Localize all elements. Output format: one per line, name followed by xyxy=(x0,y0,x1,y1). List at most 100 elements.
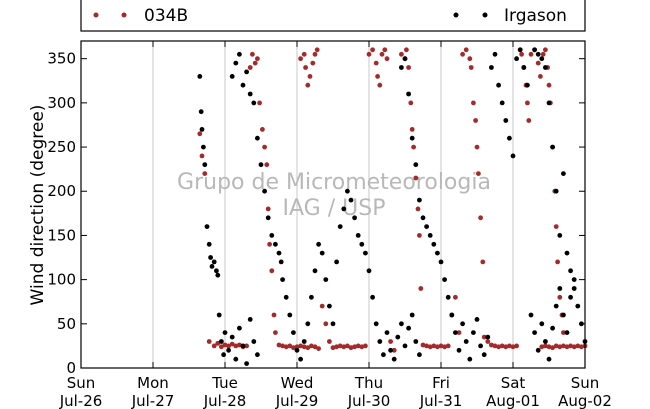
data-point xyxy=(539,56,545,62)
data-point xyxy=(222,342,228,348)
data-point xyxy=(453,294,458,300)
data-point xyxy=(480,259,486,265)
data-point xyxy=(415,206,421,212)
data-point xyxy=(247,91,253,97)
data-point xyxy=(413,175,419,181)
data-point xyxy=(492,51,498,57)
data-point xyxy=(250,51,255,57)
plot-frame xyxy=(80,40,586,369)
data-point xyxy=(352,215,357,221)
data-point xyxy=(211,343,217,349)
data-point xyxy=(489,342,494,348)
data-point xyxy=(468,65,474,70)
legend: 034B Irgason xyxy=(80,0,586,32)
data-point xyxy=(310,60,316,66)
data-point xyxy=(399,321,404,327)
data-point xyxy=(517,47,523,53)
data-point xyxy=(341,344,347,350)
data-point xyxy=(381,352,386,358)
data-point xyxy=(406,325,411,331)
data-point xyxy=(273,241,278,247)
data-point xyxy=(550,325,555,331)
data-point xyxy=(208,255,214,260)
data-point xyxy=(209,264,215,269)
data-point xyxy=(233,356,239,362)
data-point xyxy=(413,162,419,168)
data-point xyxy=(445,343,451,349)
data-point xyxy=(216,312,222,318)
data-point xyxy=(481,352,487,358)
data-point xyxy=(330,345,336,351)
data-point xyxy=(305,82,311,88)
data-point xyxy=(575,303,581,309)
data-point xyxy=(280,343,285,349)
legend-frame xyxy=(80,0,586,32)
data-point xyxy=(406,65,411,70)
data-point xyxy=(521,65,527,70)
y-tick-label: 150 xyxy=(47,226,76,244)
data-point xyxy=(417,233,422,238)
data-point xyxy=(561,343,566,349)
data-point xyxy=(535,51,541,57)
data-point xyxy=(399,51,404,57)
data-point xyxy=(418,286,424,291)
data-point xyxy=(334,259,339,265)
data-point xyxy=(355,343,361,349)
data-point xyxy=(417,352,422,358)
data-point xyxy=(201,144,206,150)
data-point xyxy=(341,206,347,212)
y-tick-label: 50 xyxy=(57,315,76,333)
data-point xyxy=(370,47,375,53)
data-point xyxy=(305,321,311,327)
data-point xyxy=(197,74,203,79)
data-point xyxy=(413,339,419,344)
data-point xyxy=(312,344,318,350)
data-point xyxy=(229,341,235,347)
data-point xyxy=(237,51,242,57)
watermark-line-2: IAG / USP xyxy=(283,196,386,221)
data-point xyxy=(271,312,277,318)
data-point xyxy=(229,74,235,79)
data-point xyxy=(262,188,267,194)
data-point xyxy=(359,241,365,247)
data-point xyxy=(557,344,563,350)
data-point xyxy=(571,344,577,350)
data-point xyxy=(453,330,458,335)
data-point xyxy=(301,344,307,350)
x-tick-label-weekday: Thu xyxy=(354,374,383,392)
data-point xyxy=(206,339,212,344)
data-point xyxy=(287,312,293,318)
data-point xyxy=(489,65,494,70)
scatter-points xyxy=(197,47,588,366)
data-point xyxy=(478,343,483,349)
data-point xyxy=(550,144,555,150)
data-point xyxy=(553,343,559,349)
data-point xyxy=(255,352,260,358)
data-point xyxy=(264,162,270,168)
data-point xyxy=(463,339,469,344)
y-axis: 0 50 100 150 200 250 300 350 xyxy=(47,50,585,377)
data-point xyxy=(267,241,272,247)
data-point xyxy=(553,188,559,194)
x-tick-label-date: Jul-29 xyxy=(275,392,319,409)
data-point xyxy=(260,126,265,132)
data-point xyxy=(294,344,300,350)
data-point xyxy=(510,153,516,159)
data-point xyxy=(240,343,246,349)
data-point xyxy=(319,303,325,309)
data-point xyxy=(460,321,465,327)
data-point xyxy=(298,56,303,62)
data-point xyxy=(252,60,258,66)
legend-label-irgason: Irgason xyxy=(504,6,567,26)
data-point xyxy=(312,268,318,274)
data-point xyxy=(492,343,498,349)
data-point xyxy=(314,47,320,53)
series-irgason xyxy=(197,47,588,366)
data-point xyxy=(473,118,478,123)
data-point xyxy=(337,224,343,230)
data-point xyxy=(215,340,221,346)
data-point xyxy=(291,345,296,351)
data-point xyxy=(316,346,321,351)
data-point xyxy=(251,339,257,344)
